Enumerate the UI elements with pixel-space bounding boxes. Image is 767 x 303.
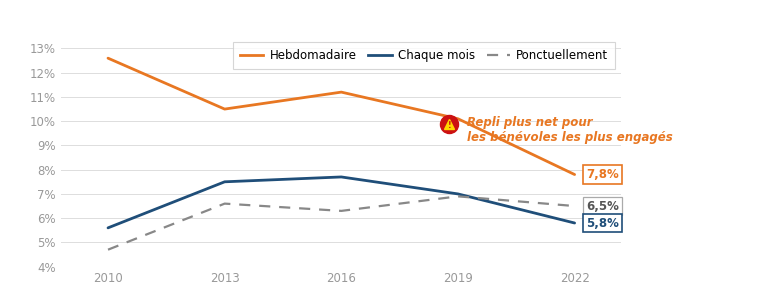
Text: !: !: [448, 121, 451, 129]
Legend: Hebdomadaire, Chaque mois, Ponctuellement: Hebdomadaire, Chaque mois, Ponctuellemen…: [233, 42, 615, 69]
Text: 6,5%: 6,5%: [586, 200, 619, 212]
Text: 7,8%: 7,8%: [586, 168, 619, 181]
Text: 5,8%: 5,8%: [586, 217, 619, 229]
Text: Repli plus net pour
les bénévoles les plus engagés: Repli plus net pour les bénévoles les pl…: [467, 116, 673, 144]
